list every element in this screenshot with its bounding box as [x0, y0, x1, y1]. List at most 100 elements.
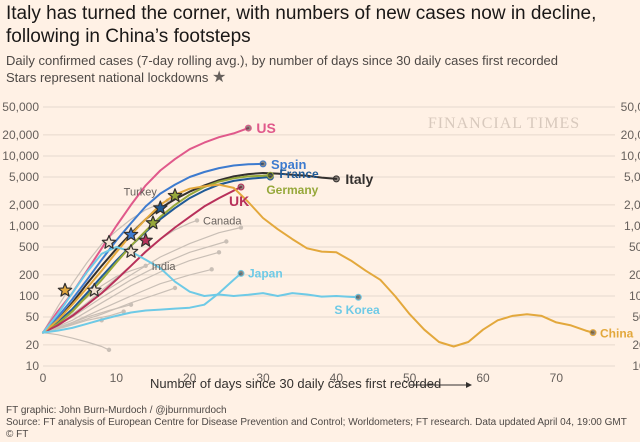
series-end-marker-spain	[259, 160, 267, 168]
y-tick-label-left: 10	[26, 359, 40, 373]
y-tick-label-right: 10	[632, 359, 640, 373]
star-icon: ★	[211, 69, 227, 86]
series-line-france	[42, 176, 272, 334]
x-tick-label: 70	[550, 371, 564, 385]
lockdown-star-france	[153, 200, 168, 215]
x-tick-label: 40	[330, 371, 344, 385]
series-line-japan	[42, 272, 242, 334]
y-tick-label-right: 5,000	[624, 170, 640, 184]
lockdown-star-germany	[167, 188, 183, 202]
series-end-marker-canada	[194, 218, 200, 223]
x-tick-label: 20	[183, 371, 197, 385]
y-tick-label-right: 50	[632, 310, 640, 324]
x-tick-label: 60	[476, 371, 490, 385]
y-tick-label-left: 500	[19, 240, 39, 254]
series-label-turkey: Turkey	[124, 187, 158, 199]
y-tick-label-left: 20	[26, 338, 40, 352]
series-end-marker-other-2	[224, 239, 229, 244]
y-tick-label-left: 200	[19, 268, 39, 282]
series-line-other-7	[42, 310, 125, 334]
series-label-s-korea: S Korea	[334, 303, 380, 317]
watermark: FINANCIAL TIMES	[428, 115, 580, 132]
lockdown-star-spain	[145, 215, 161, 230]
y-tick-label-left: 20,000	[2, 128, 39, 142]
y-tick-label-right: 50,000	[621, 100, 640, 114]
series-end-marker-other-9	[106, 347, 112, 353]
series-line-spain	[42, 162, 264, 334]
series-end-marker-japan	[237, 269, 245, 277]
lockdown-star-other	[101, 234, 117, 249]
series-label-china: China	[600, 327, 634, 341]
x-tick-label: 30	[256, 371, 270, 385]
series-end-marker-other-1	[238, 225, 244, 230]
series-label-france: France	[279, 167, 319, 181]
axes: 1010202050501001002002005005001,0001,000…	[2, 100, 640, 385]
y-tick-label-left: 2,000	[9, 198, 39, 212]
series-line-other-9	[42, 332, 110, 351]
series-end-marker-other-7	[121, 309, 126, 314]
series-line-other-1	[42, 226, 242, 334]
lockdown-star-other	[87, 282, 102, 297]
footer: FT graphic: John Burn-Murdoch / @jburnmu…	[6, 405, 636, 441]
y-tick-label-left: 50	[26, 310, 40, 324]
series-end-marker-s-korea	[354, 293, 362, 301]
x-axis-label: Number of days since 30 daily cases firs…	[150, 376, 441, 391]
chart-title: Italy has turned the corner, with number…	[6, 3, 597, 47]
y-tick-label-right: 200	[629, 268, 640, 282]
lockdown-star-italy	[123, 227, 139, 241]
series-end-marker-other-5	[172, 285, 178, 291]
subtitle-line-2-text: Stars represent national lockdowns	[6, 70, 209, 85]
y-tick-label-right: 2,000	[624, 198, 640, 212]
y-tick-label-left: 5,000	[9, 170, 39, 184]
series-label-canada: Canada	[203, 215, 242, 227]
series-end-marker-other-6	[128, 302, 134, 307]
series-end-marker-us	[244, 124, 252, 132]
lockdown-stars	[57, 188, 183, 297]
series-line-china	[42, 183, 594, 348]
subtitle-line-2: Stars represent national lockdowns ★	[6, 69, 634, 86]
series-end-marker-china	[589, 329, 597, 337]
series-label-uk: UK	[229, 193, 249, 209]
chart-subtitle: Daily confirmed cases (7-day rolling avg…	[6, 52, 634, 86]
series-end-marker-germany	[266, 171, 274, 179]
x-axis-arrow	[410, 382, 472, 388]
y-tick-label-right: 100	[629, 289, 640, 303]
series-line-uk	[42, 186, 242, 334]
lockdown-star-other	[123, 244, 139, 258]
y-tick-label-left: 1,000	[9, 219, 39, 233]
y-tick-label-left: 50,000	[2, 100, 39, 114]
series-line-other-3	[42, 251, 220, 334]
y-tick-label-right: 500	[629, 240, 640, 254]
y-tick-label-left: 100	[19, 289, 39, 303]
lockdown-star-china	[57, 282, 73, 297]
series-end-marker-uk	[237, 183, 245, 191]
footer-copyright: © FT	[6, 429, 29, 440]
gridlines	[43, 106, 615, 367]
series-label-japan: Japan	[248, 266, 283, 280]
y-tick-label-right: 20	[632, 338, 640, 352]
series-label-spain: Spain	[271, 157, 306, 172]
highlight-series	[42, 124, 597, 348]
y-tick-label-left: 10,000	[2, 149, 39, 163]
y-tick-label-right: 20,000	[621, 128, 640, 142]
subtitle-line-1: Daily confirmed cases (7-day rolling avg…	[6, 53, 559, 68]
series-label-us: US	[256, 120, 275, 136]
x-tick-label: 10	[110, 371, 124, 385]
lockdown-star-uk	[138, 232, 153, 247]
series-end-marker-other-4	[209, 267, 214, 272]
x-tick-label: 50	[403, 371, 417, 385]
series-line-other-2	[42, 240, 227, 334]
x-tick-label: 0	[40, 371, 47, 385]
footer-credit: FT graphic: John Burn-Murdoch / @jburnmu…	[6, 405, 227, 416]
series-end-marker-italy	[332, 175, 340, 183]
series-line-other-4	[42, 268, 213, 334]
series-labels: US Spain Italy France Germany UK China Japan S K…	[124, 120, 634, 341]
series-end-marker-other-3	[216, 250, 222, 255]
y-tick-label-right: 1,000	[624, 219, 640, 233]
series-label-india: India	[152, 261, 177, 273]
series-line-other-6	[42, 304, 132, 334]
series-line-germany	[42, 174, 272, 334]
series-label-italy: Italy	[345, 171, 373, 187]
footer-source: Source: FT analysis of European Centre f…	[6, 417, 627, 428]
